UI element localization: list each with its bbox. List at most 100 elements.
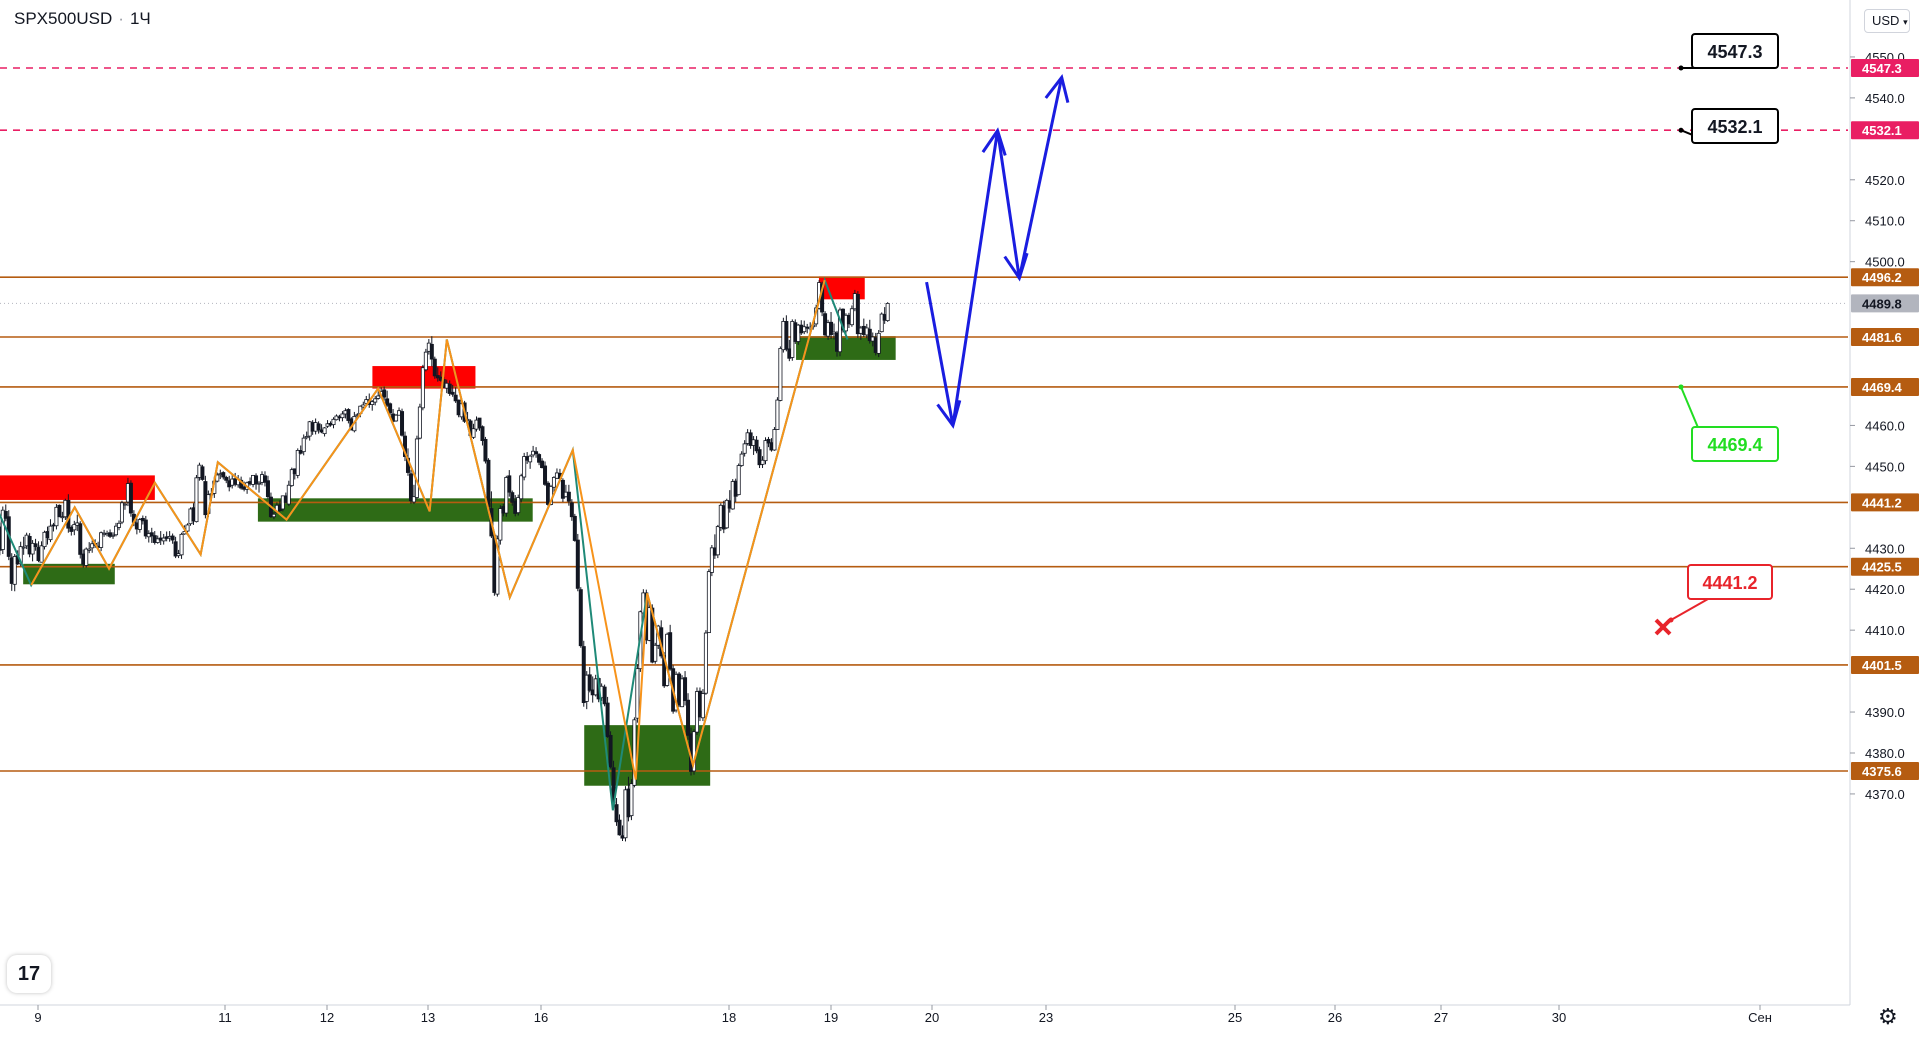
- candle-body: [149, 532, 154, 537]
- candle-body: [224, 477, 229, 481]
- logo-text: 17: [17, 962, 41, 985]
- candle-body: [84, 548, 89, 566]
- candle-body: [566, 491, 571, 502]
- zigzag-orange: [30, 279, 826, 780]
- x-tick-label: 25: [1228, 1010, 1242, 1025]
- candle-body: [400, 411, 405, 436]
- candle-body: [653, 644, 658, 662]
- candle-body: [143, 519, 148, 537]
- candle-body: [12, 556, 17, 585]
- target-price-badge: [1851, 121, 1919, 140]
- candle-body: [0, 509, 5, 550]
- candle-body: [736, 465, 741, 496]
- candle-body: [394, 414, 399, 422]
- candle-body: [867, 328, 872, 342]
- x-tick-label: 27: [1434, 1010, 1448, 1025]
- candle-body: [540, 460, 545, 469]
- symbol-name: SPX500USD: [14, 9, 113, 28]
- candle-body: [60, 516, 65, 519]
- candle-body: [486, 459, 491, 508]
- candle-body: [879, 313, 884, 333]
- gear-icon[interactable]: ⚙: [1878, 1004, 1898, 1029]
- level-price-badge-label: 4401.5: [1862, 658, 1902, 673]
- stop-x-icon: [1654, 618, 1672, 636]
- candle-body: [510, 492, 515, 503]
- demand-zone: [796, 336, 896, 360]
- candle-body: [161, 537, 166, 542]
- price-axis-bg: [1850, 0, 1920, 1038]
- candle-body: [605, 702, 610, 738]
- x-tick-label: 16: [534, 1010, 548, 1025]
- candle-body: [289, 469, 294, 487]
- x-tick-label: Сен: [1748, 1010, 1772, 1025]
- candle-body: [30, 542, 35, 555]
- candle-body: [388, 403, 393, 414]
- candle-body: [408, 473, 413, 502]
- zones-layer: [0, 276, 896, 786]
- candle-body: [802, 326, 807, 333]
- candle-body: [829, 321, 834, 335]
- candle-body: [411, 496, 416, 503]
- stop-callout-pointer: [1670, 598, 1709, 621]
- candle-body: [316, 423, 321, 431]
- y-tick-label: 4520.0: [1865, 173, 1905, 188]
- candle-body: [254, 475, 259, 485]
- candle-body: [703, 632, 708, 694]
- candle-body: [700, 693, 705, 719]
- candle-body: [632, 719, 637, 786]
- candle-body: [876, 332, 881, 354]
- candle-body: [382, 389, 387, 398]
- zigzag-teal: [0, 276, 849, 811]
- candle-body: [370, 401, 375, 405]
- candle-body: [477, 417, 482, 429]
- candle-body: [581, 646, 586, 704]
- candle-body: [194, 477, 199, 523]
- tradingview-logo-icon[interactable]: 17: [7, 955, 51, 993]
- demand-zone: [257, 498, 533, 522]
- candle-body: [495, 538, 500, 595]
- candle-body: [57, 504, 62, 518]
- candle-body: [837, 309, 842, 353]
- candle-body: [551, 477, 556, 488]
- level-price-badge: [1851, 327, 1919, 346]
- candle-body: [709, 547, 714, 573]
- candle-body: [706, 571, 711, 634]
- level-price-badge-label: 4425.5: [1862, 560, 1902, 575]
- candle-body: [537, 454, 542, 463]
- candle-body: [572, 515, 577, 541]
- candle-body: [483, 438, 488, 462]
- candle-body: [885, 303, 890, 322]
- candle-body: [340, 413, 345, 419]
- y-tick-label: 4420.0: [1865, 582, 1905, 597]
- candle-body: [519, 475, 524, 500]
- currency-dropdown[interactable]: USD ▾: [1864, 9, 1910, 33]
- candle-body: [42, 531, 47, 548]
- target-callout-label: 4547.3: [1707, 42, 1762, 62]
- level-price-badge: [1851, 377, 1919, 396]
- candle-body: [140, 517, 145, 522]
- x-tick-label: 30: [1552, 1010, 1566, 1025]
- candle-body: [760, 459, 765, 465]
- level-price-badge: [1851, 493, 1919, 512]
- candle-body: [480, 426, 485, 441]
- candle-body: [668, 632, 673, 670]
- symbol-header[interactable]: SPX500USD · 1Ч: [14, 9, 151, 29]
- interval-label[interactable]: 1Ч: [129, 9, 151, 28]
- candle-body: [635, 668, 640, 719]
- y-tick-label: 4450.0: [1865, 459, 1905, 474]
- target-price-badge: [1851, 59, 1919, 77]
- candle-body: [301, 437, 306, 453]
- candle-body: [471, 428, 476, 438]
- projection-arrowhead: [1044, 74, 1070, 104]
- candle-body: [137, 519, 142, 530]
- candle-body: [516, 497, 521, 514]
- candle-body: [385, 398, 390, 406]
- projection-layer: [925, 74, 1070, 429]
- candle-body: [683, 677, 688, 701]
- candle-body: [265, 480, 270, 498]
- candle-body: [757, 449, 762, 466]
- candle-body: [686, 699, 691, 736]
- chevron-down-icon: ▾: [1903, 17, 1908, 27]
- candle-body: [784, 321, 789, 350]
- candle-body: [534, 451, 539, 455]
